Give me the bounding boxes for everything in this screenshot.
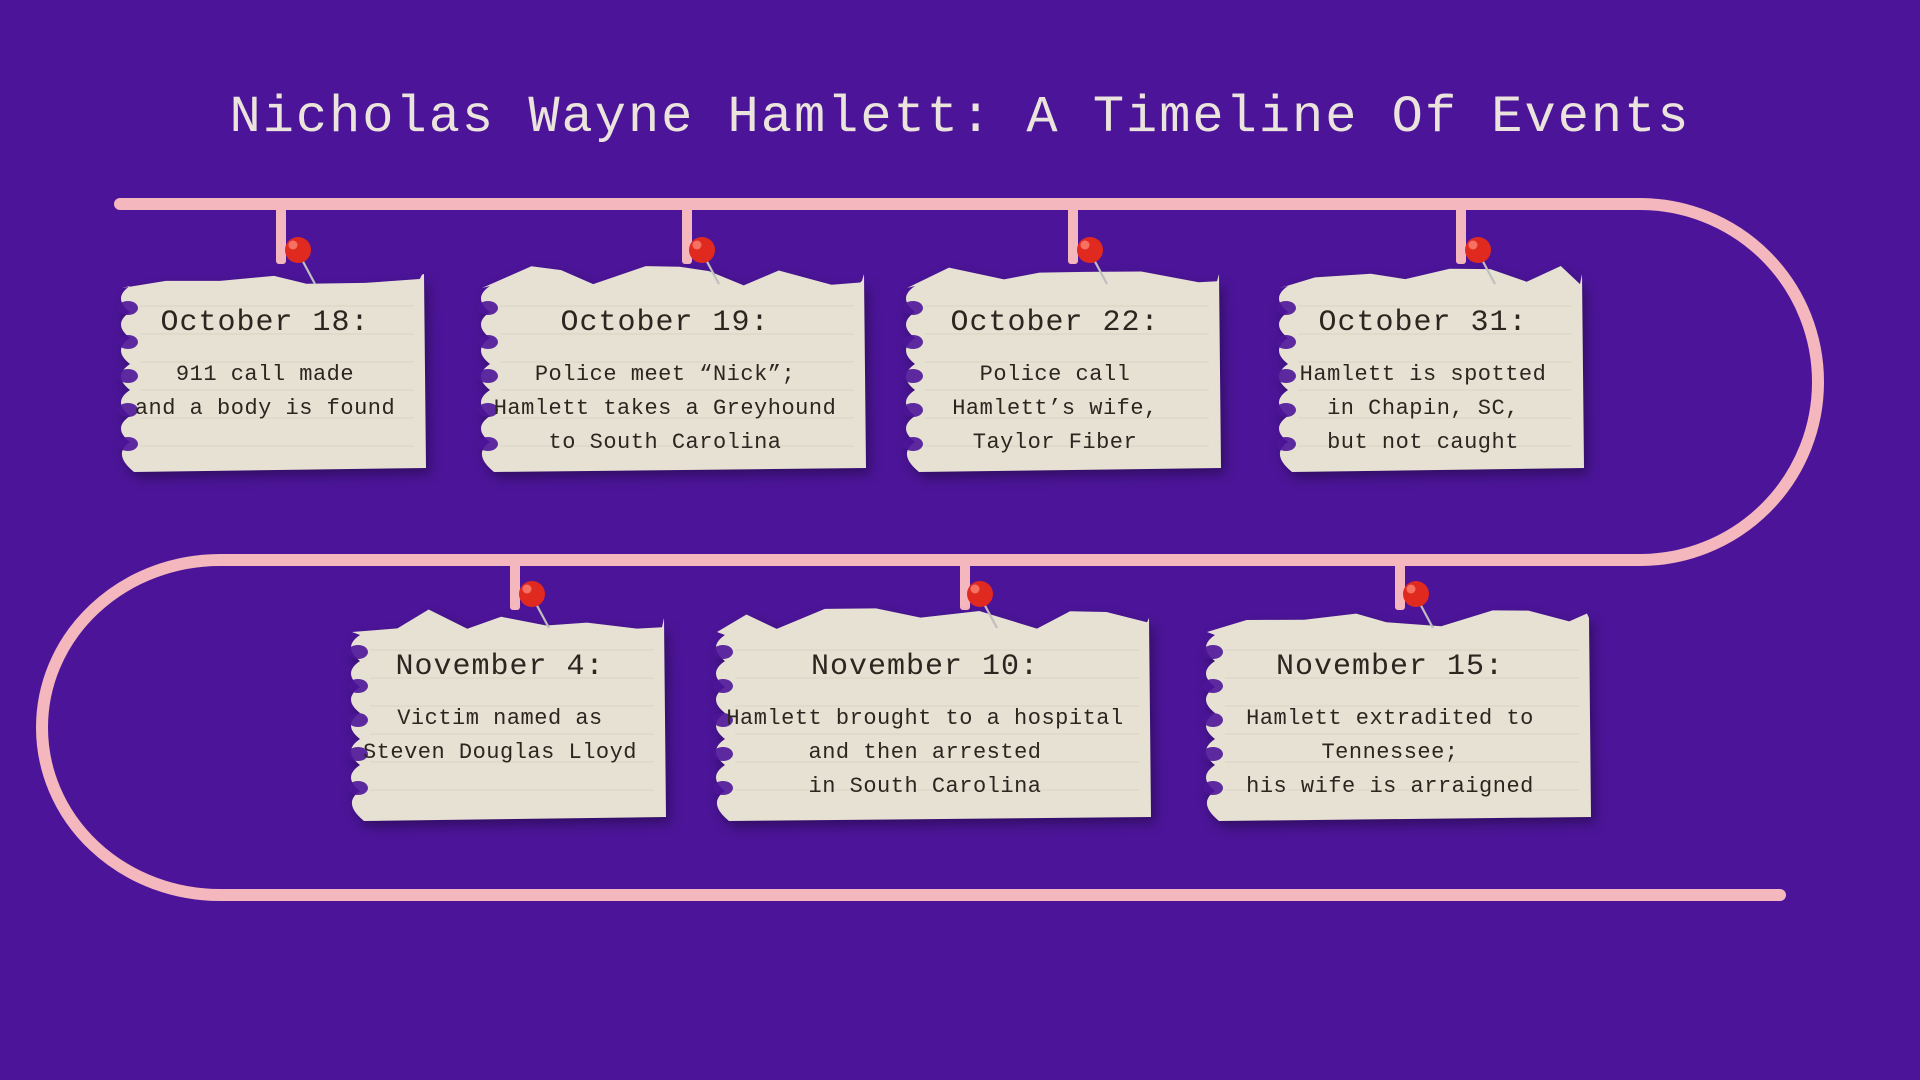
event-body: Hamlett brought to a hospital and then a… bbox=[695, 702, 1155, 804]
event-date: November 10: bbox=[695, 650, 1155, 684]
timeline-event: October 18: 911 call made and a body is f… bbox=[100, 306, 430, 426]
event-date: October 31: bbox=[1258, 306, 1588, 340]
timeline-event: November 4: Victim named as Steven Dougla… bbox=[330, 650, 670, 770]
event-body: Police call Hamlett’s wife, Taylor Fiber bbox=[885, 358, 1225, 460]
timeline-event: November 10: Hamlett brought to a hospita… bbox=[695, 650, 1155, 804]
event-date: November 15: bbox=[1185, 650, 1595, 684]
timeline-path bbox=[0, 0, 1920, 1080]
timeline-event: November 15: Hamlett extradited to Tennes… bbox=[1185, 650, 1595, 804]
event-body: Police meet “Nick”; Hamlett takes a Grey… bbox=[460, 358, 870, 460]
event-date: October 18: bbox=[100, 306, 430, 340]
timeline-connector bbox=[1068, 204, 1078, 264]
timeline-connector bbox=[1456, 204, 1466, 264]
timeline-event: October 19: Police meet “Nick”; Hamlett t… bbox=[460, 306, 870, 460]
timeline-connector bbox=[276, 204, 286, 264]
timeline-infographic: Nicholas Wayne Hamlett: A Timeline Of Ev… bbox=[0, 0, 1920, 1080]
event-body: 911 call made and a body is found bbox=[100, 358, 430, 426]
timeline-event: October 22: Police call Hamlett’s wife, T… bbox=[885, 306, 1225, 460]
event-date: November 4: bbox=[330, 650, 670, 684]
event-body: Victim named as Steven Douglas Lloyd bbox=[330, 702, 670, 770]
event-date: October 19: bbox=[460, 306, 870, 340]
event-body: Hamlett extradited to Tennessee; his wif… bbox=[1185, 702, 1595, 804]
event-body: Hamlett is spotted in Chapin, SC, but no… bbox=[1258, 358, 1588, 460]
page-title: Nicholas Wayne Hamlett: A Timeline Of Ev… bbox=[0, 88, 1920, 147]
timeline-event: October 31: Hamlett is spotted in Chapin,… bbox=[1258, 306, 1588, 460]
timeline-connector bbox=[682, 204, 692, 264]
event-date: October 22: bbox=[885, 306, 1225, 340]
